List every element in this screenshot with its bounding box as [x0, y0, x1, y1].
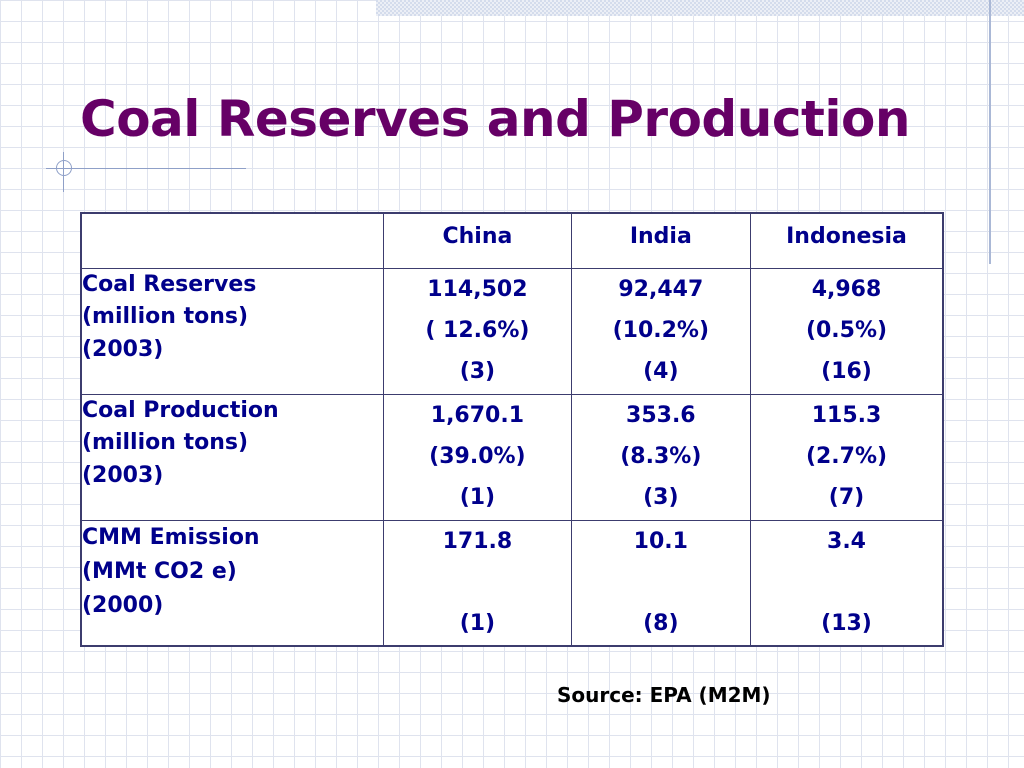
header-cell-empty — [80, 212, 385, 269]
cell-share: (10.2%) — [612, 317, 710, 343]
cell-china: 114,502 ( 12.6%) (3) — [383, 267, 572, 395]
decorative-top-band — [376, 0, 1024, 16]
cell-value: 114,502 — [427, 276, 528, 302]
row-label-line: (2003) — [82, 336, 164, 362]
table-row-coal-production: Coal Production (million tons) (2003) 1,… — [80, 393, 944, 521]
cell-rank: (13) — [821, 610, 872, 636]
cell-value: 171.8 — [442, 528, 513, 554]
slide-title: Coal Reserves and Production — [80, 90, 910, 148]
cell-value: 353.6 — [626, 402, 696, 428]
row-label-line: (2000) — [82, 592, 164, 618]
cell-value: 3.4 — [827, 528, 866, 554]
decorative-circle — [56, 160, 72, 176]
cell-share: (8.3%) — [620, 443, 702, 469]
header-cell-indonesia: Indonesia — [750, 212, 944, 269]
cell-share: (2.7%) — [805, 443, 888, 469]
cell-rank: (8) — [643, 610, 679, 636]
cell-indonesia: 3.4 (13) — [750, 519, 944, 647]
row-label-line: CMM Emission — [82, 524, 260, 550]
cell-india: 10.1 (8) — [570, 519, 752, 647]
cell-rank: (3) — [459, 358, 496, 384]
row-label-cell: Coal Production (million tons) (2003) — [80, 393, 385, 521]
decorative-horizontal-line — [46, 168, 246, 169]
row-label-line: Coal Reserves — [82, 271, 257, 297]
cell-value: 4,968 — [811, 276, 882, 302]
cell-india: 92,447 (10.2%) (4) — [570, 267, 752, 395]
cell-value: 92,447 — [618, 276, 704, 302]
table-row-coal-reserves: Coal Reserves (million tons) (2003) 114,… — [80, 267, 944, 395]
cell-share: ( 12.6%) — [425, 317, 530, 343]
row-label-cell: Coal Reserves (million tons) (2003) — [80, 267, 385, 395]
row-label-line: (2003) — [82, 462, 164, 488]
cell-indonesia: 115.3 (2.7%) (7) — [750, 393, 944, 521]
cell-share — [751, 562, 942, 603]
cell-value: 115.3 — [811, 402, 882, 428]
cell-india: 353.6 (8.3%) (3) — [570, 393, 752, 521]
cell-share — [384, 562, 570, 603]
row-label-line: (MMt CO2 e) — [82, 558, 237, 584]
cell-rank: (1) — [459, 484, 496, 510]
cell-rank: (7) — [828, 484, 865, 510]
cell-china: 171.8 (1) — [383, 519, 572, 647]
table-header-row: China India Indonesia — [80, 212, 944, 269]
row-label-cell: CMM Emission (MMt CO2 e) (2000) — [80, 519, 385, 647]
row-label-line: Coal Production — [82, 397, 279, 423]
cell-rank: (4) — [643, 358, 679, 384]
cell-indonesia: 4,968 (0.5%) (16) — [750, 267, 944, 395]
row-label-line: (million tons) — [82, 303, 249, 329]
coal-data-table: China India Indonesia Coal Reserves (mil… — [80, 212, 944, 647]
cell-share — [572, 562, 750, 603]
table-row-cmm-emission: CMM Emission (MMt CO2 e) (2000) 171.8 (1… — [80, 519, 944, 647]
decorative-vertical-line — [989, 0, 991, 264]
cell-value: 1,670.1 — [430, 402, 525, 428]
cell-share: (0.5%) — [805, 317, 888, 343]
header-cell-india: India — [570, 212, 752, 269]
cell-value: 10.1 — [633, 528, 688, 554]
header-cell-china: China — [383, 212, 572, 269]
cell-rank: (16) — [821, 358, 872, 384]
cell-share: (39.0%) — [429, 443, 526, 469]
row-label-line: (million tons) — [82, 429, 249, 455]
cell-rank: (3) — [643, 484, 679, 510]
cell-china: 1,670.1 (39.0%) (1) — [383, 393, 572, 521]
source-note: Source: EPA (M2M) — [557, 683, 771, 707]
cell-rank: (1) — [459, 610, 496, 636]
